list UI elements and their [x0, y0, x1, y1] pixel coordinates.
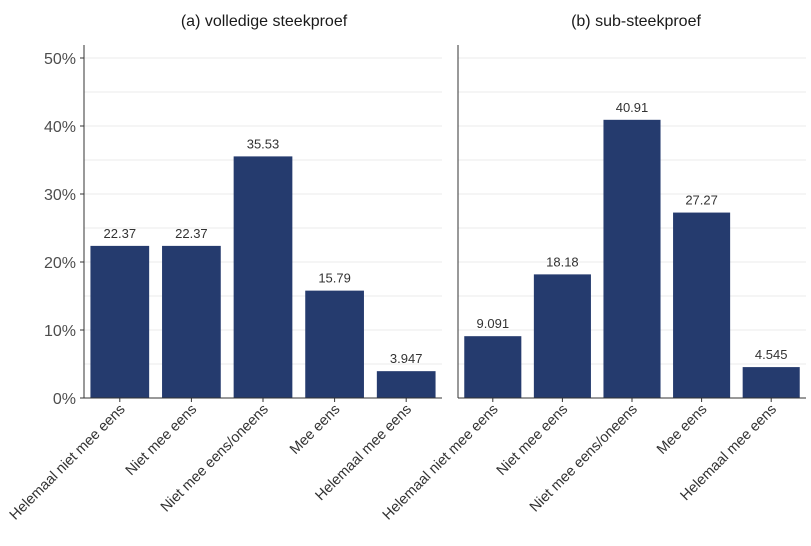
- y-tick-label: 0%: [53, 391, 76, 408]
- x-tick-label: Niet mee eens: [494, 402, 571, 479]
- bar: [162, 245, 221, 398]
- bar: [464, 336, 522, 398]
- data-label: 22.37: [104, 226, 137, 241]
- data-label: 27.27: [685, 193, 718, 208]
- bar: [673, 212, 731, 398]
- bar: [603, 119, 661, 398]
- y-tick-label: 30%: [44, 187, 76, 204]
- panel-title: (b) sub-steekproef: [571, 13, 701, 30]
- y-tick-label: 20%: [44, 255, 76, 272]
- bar: [533, 274, 591, 398]
- data-label: 40.91: [616, 100, 649, 115]
- data-label: 18.18: [546, 254, 579, 269]
- bar: [305, 290, 364, 398]
- data-label: 22.37: [175, 226, 208, 241]
- data-label: 3.947: [390, 351, 423, 366]
- data-label: 4.545: [755, 347, 788, 362]
- x-tick-label: Mee eens: [654, 402, 710, 458]
- y-tick-label: 40%: [44, 119, 76, 136]
- x-tick-label: Mee eens: [287, 402, 343, 458]
- bar: [90, 245, 150, 398]
- x-tick-label: Niet mee eens: [123, 402, 200, 479]
- y-tick-label: 50%: [44, 51, 76, 68]
- y-tick-label: 10%: [44, 323, 76, 340]
- bar: [376, 371, 436, 398]
- data-label: 9.091: [477, 316, 510, 331]
- data-label: 15.79: [318, 271, 351, 286]
- bar: [233, 156, 293, 398]
- x-tick-label: Helemaal niet mee eens: [7, 402, 129, 524]
- panel-a: (a) volledige steekproef 0% 10% 20% 30% 40% 50…: [7, 13, 442, 523]
- bar: [742, 367, 800, 398]
- panel-title: (a) volledige steekproef: [181, 13, 348, 30]
- data-label: 35.53: [247, 136, 280, 151]
